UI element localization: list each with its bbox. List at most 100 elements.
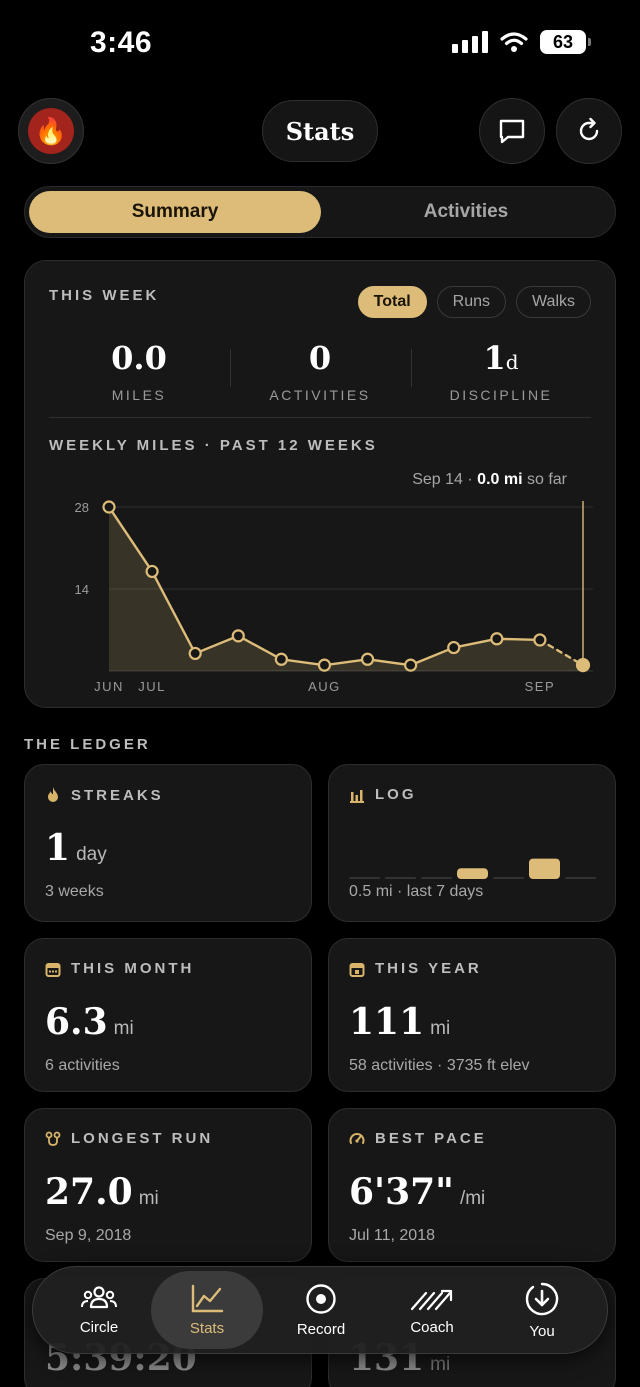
status-time: 3:46 xyxy=(90,26,153,59)
tile-header: LONGEST RUN xyxy=(45,1130,213,1147)
pace-label: BEST PACE xyxy=(375,1130,487,1147)
x-tick-label: SEP xyxy=(525,679,556,694)
tab-label: Coach xyxy=(410,1318,454,1336)
filter-walks[interactable]: Walks xyxy=(516,286,591,318)
tab-label: Stats xyxy=(189,1319,225,1337)
flame-icon xyxy=(48,787,58,802)
streaks-value-row: 1 day xyxy=(45,827,107,869)
annotation-value: 0.0 mi xyxy=(477,471,523,488)
longest-unit: mi xyxy=(138,1188,159,1209)
chart-line-segment xyxy=(107,505,154,573)
tab-circle[interactable]: Circle xyxy=(43,1271,155,1349)
fire-icon: 🔥 xyxy=(28,108,74,154)
avatar[interactable]: 🔥 xyxy=(18,98,84,164)
longest-run-tile[interactable]: LONGEST RUN 27.0 mi Sep 9, 2018 xyxy=(24,1108,312,1262)
activities-stat: 0 ACTIVITIES xyxy=(230,339,410,403)
discipline-label: DISCIPLINE xyxy=(449,387,553,403)
calendar-icon xyxy=(45,962,61,977)
chart-line-segment xyxy=(409,646,455,667)
best-pace-tile[interactable]: BEST PACE 6'37" /mi Jul 11, 2018 xyxy=(328,1108,616,1262)
month-value-row: 6.3 mi xyxy=(45,1001,134,1043)
year-unit: mi xyxy=(430,1018,451,1039)
ledger-title: THE LEDGER xyxy=(24,736,151,753)
pace-unit: /mi xyxy=(459,1188,486,1209)
people-icon xyxy=(81,1285,117,1308)
tab-you[interactable]: You xyxy=(486,1271,598,1349)
chart-point xyxy=(145,564,159,579)
tab-coach[interactable]: Coach xyxy=(376,1271,488,1349)
y-tick-label: 28 xyxy=(75,500,89,515)
tab-summary[interactable]: Summary xyxy=(29,191,321,233)
tab-label: Circle xyxy=(79,1318,119,1336)
this-week-card: THIS WEEK Total Runs Walks 0.0 MILES 0 A… xyxy=(24,260,616,708)
streaks-unit: day xyxy=(76,844,107,865)
tab-label: Record xyxy=(296,1320,346,1338)
tab-stats[interactable]: Stats xyxy=(151,1271,263,1349)
month-sub: 6 activities xyxy=(45,1057,120,1074)
year-label: THIS YEAR xyxy=(375,960,482,977)
streaks-value: 1 xyxy=(45,827,71,869)
discipline-stat: 1d DISCIPLINE xyxy=(411,339,591,403)
status-bar: 3:46 63 xyxy=(0,0,640,90)
this-year-tile[interactable]: THIS YEAR 111 mi 58 activities · 3735 ft… xyxy=(328,938,616,1092)
filter-runs[interactable]: Runs xyxy=(436,286,507,318)
this-month-tile[interactable]: THIS MONTH 6.3 mi 6 activities xyxy=(24,938,312,1092)
tab-activities[interactable]: Activities xyxy=(423,201,509,222)
annotation-suffix: so far xyxy=(522,471,567,488)
chart-point xyxy=(231,629,245,643)
this-week-label: THIS WEEK xyxy=(49,287,160,304)
cellular-signal-icon xyxy=(452,31,488,53)
activities-label: ACTIVITIES xyxy=(269,387,371,403)
chart-point xyxy=(575,658,591,673)
chart-annotation: Sep 14 · 0.0 mi so far xyxy=(412,471,567,489)
chart-point xyxy=(490,632,504,646)
messages-button[interactable] xyxy=(479,98,545,164)
refresh-icon xyxy=(579,117,599,141)
pace-value-row: 6'37" /mi xyxy=(349,1171,485,1213)
tile-header: THIS YEAR xyxy=(349,960,482,977)
filter-total[interactable]: Total xyxy=(357,286,427,318)
log-tile[interactable]: LOG 0.5 mi · last 7 days xyxy=(328,764,616,922)
bar-chart-icon xyxy=(350,789,364,803)
divider xyxy=(49,417,591,418)
miles-value: 0.0 xyxy=(111,339,167,377)
tile-header: LOG xyxy=(349,786,417,803)
activities-value: 0 xyxy=(308,339,332,377)
tab-record[interactable]: Record xyxy=(265,1271,377,1349)
battery-icon: 63 xyxy=(540,30,591,54)
year-value: 111 xyxy=(349,1001,425,1043)
year-value-row: 111 mi xyxy=(349,1001,450,1043)
chart-line-segment xyxy=(366,658,412,667)
chart-point xyxy=(274,652,288,666)
chart-line-segment xyxy=(280,658,326,667)
speedometer-icon xyxy=(349,1132,365,1144)
calendar-day-icon xyxy=(349,962,365,977)
refresh-button[interactable] xyxy=(556,98,622,164)
chart-title: WEEKLY MILES · PAST 12 WEEKS xyxy=(49,437,378,454)
chart-line-segment xyxy=(323,658,369,667)
x-tick-label: AUG xyxy=(308,679,341,694)
divider xyxy=(230,349,231,387)
route-icon xyxy=(45,1131,61,1146)
streaks-tile[interactable]: STREAKS 1 day 3 weeks xyxy=(24,764,312,922)
chat-bubble-icon xyxy=(499,119,525,144)
annotation-date: Sep 14 · xyxy=(412,471,478,488)
longest-label: LONGEST RUN xyxy=(71,1130,214,1147)
x-tick-label: JUN xyxy=(94,679,124,694)
tile-header: BEST PACE xyxy=(349,1130,487,1147)
chart-point xyxy=(188,646,202,661)
chart-point xyxy=(404,658,418,672)
tab-label: You xyxy=(529,1322,555,1340)
chart-point xyxy=(533,633,547,647)
longest-value-row: 27.0 mi xyxy=(45,1171,159,1213)
tile-header: STREAKS xyxy=(45,786,164,804)
discipline-unit: d xyxy=(505,350,519,374)
month-unit: mi xyxy=(113,1018,134,1039)
coach-icon xyxy=(410,1289,453,1310)
tile-header: THIS MONTH xyxy=(45,960,194,977)
log-bar xyxy=(457,868,488,879)
log-bar xyxy=(421,877,452,879)
log-bar xyxy=(565,877,596,879)
streaks-sub: 3 weeks xyxy=(45,883,104,900)
log-bar xyxy=(529,858,560,879)
